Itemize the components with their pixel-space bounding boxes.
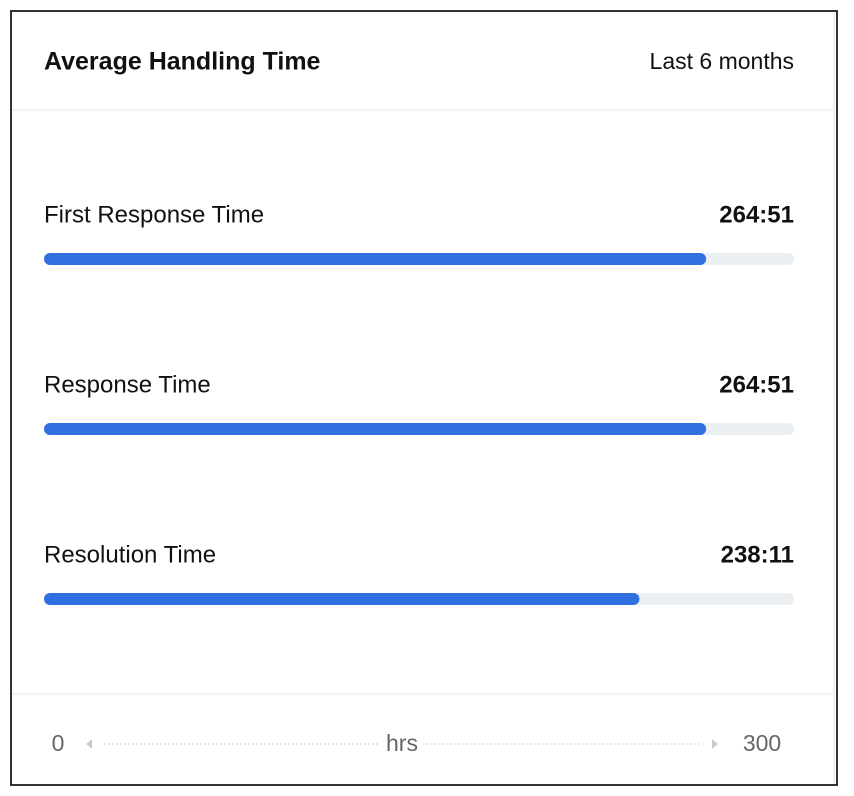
card [10, 10, 838, 786]
bar [44, 423, 707, 435]
bar [44, 253, 707, 265]
category-label: Resolution Time [44, 541, 216, 568]
x-tick-label: 0 [52, 730, 65, 756]
bar [44, 593, 640, 605]
x-axis-label: hrs [386, 730, 418, 756]
value-label: 264:51 [719, 371, 794, 398]
axis-arrow [712, 739, 718, 749]
category-label: Response Time [44, 371, 211, 398]
chart-subtitle: Last 6 months [650, 48, 794, 74]
x-tick-label: 300 [743, 730, 781, 756]
value-label: 238:11 [721, 541, 794, 568]
category-label: First Response Time [44, 201, 264, 228]
axis-arrow [86, 739, 92, 749]
chart-title: Average Handling Time [44, 48, 321, 76]
value-label: 264:51 [719, 201, 794, 228]
